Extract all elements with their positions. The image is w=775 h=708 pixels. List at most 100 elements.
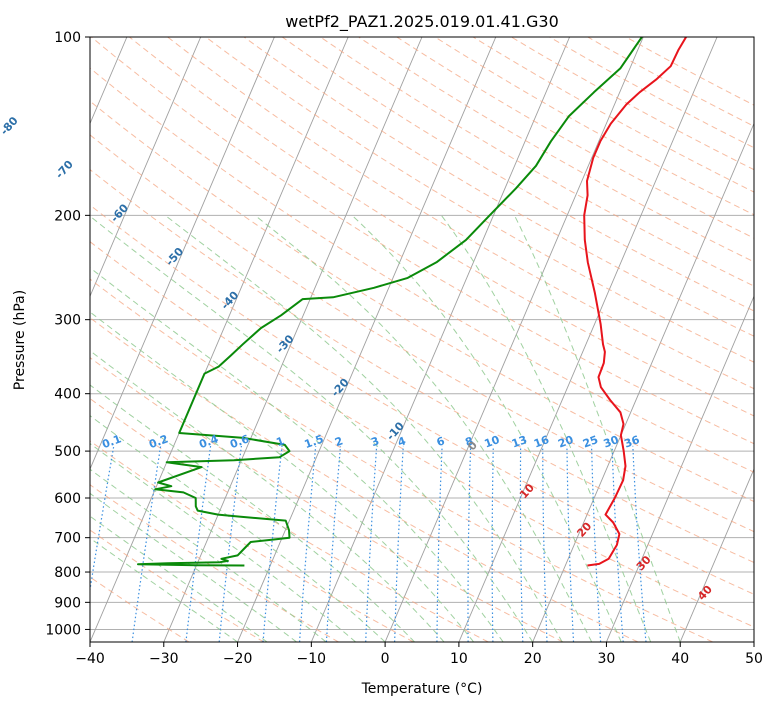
moist-adiabat (513, 215, 681, 642)
x-tick-label: 10 (450, 651, 468, 667)
dry-adiabat (90, 440, 414, 642)
mixing-ratio-label: 30 (602, 433, 621, 451)
dry-adiabat (90, 168, 754, 564)
mixing-ratio-label: 16 (532, 433, 551, 451)
mixing-ratio-line (436, 445, 443, 642)
dry-adiabat (90, 67, 754, 473)
mixing-ratio-label: 0.6 (228, 432, 251, 451)
skewed-isotherm (90, 37, 275, 471)
dry-adiabat (167, 37, 754, 390)
dry-adiabat (472, 37, 754, 193)
mixing-ratio-label: 1 (274, 434, 286, 449)
x-tick-label: 40 (671, 651, 689, 667)
y-tick-label: 900 (54, 595, 81, 611)
mixing-ratio-label: 10 (483, 433, 502, 451)
dry-adiabat (434, 37, 754, 216)
dry-adiabat (90, 484, 339, 642)
y-tick-label: 500 (54, 444, 81, 460)
moist-adiabat (90, 442, 356, 642)
plot-frame (89, 36, 755, 643)
mixing-ratio-line (566, 445, 575, 642)
mixing-ratio-line (394, 445, 404, 642)
moist-adiabat (90, 350, 445, 642)
dry-adiabat (90, 317, 639, 642)
moist-adiabat (90, 492, 297, 642)
moist-adiabat (90, 468, 327, 642)
y-tick-label: 100 (54, 30, 81, 46)
y-tick-label: 600 (54, 491, 81, 507)
dry-adiabat (549, 37, 754, 149)
skewed-isotherm (163, 37, 423, 642)
y-tick-label: 200 (54, 208, 81, 224)
y-tick-label: 800 (54, 565, 81, 581)
skewed-isotherm (532, 122, 754, 642)
chart-title: wetPf2_PAZ1.2025.019.01.41.G30 (285, 12, 559, 32)
moist-adiabat (90, 515, 268, 642)
y-tick-label: 1000 (45, 622, 81, 638)
y-axis-label: Pressure (hPa) (12, 290, 28, 390)
x-tick-label: 0 (381, 651, 390, 667)
moist-adiabat (90, 384, 415, 642)
skewed-isotherm (237, 37, 497, 642)
y-tick-label: 400 (54, 387, 81, 403)
mixing-ratio-label: 2 (333, 434, 345, 449)
mixing-ratio-label: 0.1 (100, 432, 123, 451)
dry-adiabat (90, 241, 754, 628)
mixing-ratio-label: 36 (622, 433, 641, 451)
y-tick-label: 700 (54, 531, 81, 547)
axis-layer: −40 −30 −20 −10 0 10 20 30 40 50 100 200 300 400 500 60… (45, 30, 763, 667)
moist-adiabat (164, 214, 563, 642)
dry-adiabat (129, 37, 754, 417)
series-layer (137, 37, 687, 567)
mixing-ratio-label: 3 (369, 434, 381, 449)
x-tick-label: 50 (745, 651, 763, 667)
skewed-isotherm (605, 295, 754, 642)
mixing-ratio-line (467, 445, 472, 642)
x-tick-label: 20 (524, 651, 542, 667)
moist-adiabat (90, 415, 386, 642)
moist-adiabat (254, 214, 593, 642)
mixing-ratio-line (491, 445, 494, 642)
mixing-ratio-line (365, 445, 378, 642)
dry-adiabat (90, 134, 754, 533)
skewed-isotherm (458, 37, 718, 642)
mixing-ratio-line (591, 445, 602, 642)
mixing-ratio-line (542, 445, 548, 642)
dry-adiabat (90, 356, 564, 642)
moist-adiabat (90, 311, 474, 642)
mixing-ratio-line (519, 445, 524, 642)
dewpoint-profile-line (137, 37, 643, 567)
moist-adiabat (90, 215, 534, 642)
temperature-profile-line (583, 37, 687, 567)
mixing-ratio-label: 1.5 (303, 432, 326, 451)
x-tick-label: −20 (223, 651, 253, 667)
mixing-ratio-label: 0.2 (147, 432, 170, 451)
dry-adiabat (396, 37, 754, 239)
mixing-ratio-label: 13 (510, 433, 529, 450)
dry-adiabat (90, 100, 754, 503)
x-tick-label: −10 (297, 651, 327, 667)
mixing-ratio-label: 25 (581, 433, 600, 450)
dry-adiabat (281, 37, 754, 312)
dry-adiabat (90, 37, 754, 445)
skewed-isotherm (679, 467, 754, 642)
mixing-ratio-line (299, 445, 317, 642)
dry-adiabat (511, 37, 754, 171)
grid-layer (90, 37, 754, 642)
x-tick-label: −40 (75, 651, 105, 667)
dry-adiabat (358, 37, 754, 263)
skewed-isotherm (90, 37, 202, 298)
mixing-ratio-line (325, 445, 342, 642)
y-tick-label: 300 (54, 313, 81, 329)
x-axis-label: Temperature (°C) (361, 681, 483, 697)
skewed-isotherm (384, 37, 644, 642)
x-tick-label: −30 (149, 651, 179, 667)
moist-adiabat (90, 537, 238, 642)
dry-adiabat (205, 37, 754, 363)
mixing-ratio-line (218, 445, 242, 642)
mixing-ratio-line (611, 445, 624, 642)
moist-adiabat (90, 267, 504, 642)
mixing-ratio-line (632, 445, 647, 642)
mixing-ratio-label: 4 (396, 434, 408, 449)
